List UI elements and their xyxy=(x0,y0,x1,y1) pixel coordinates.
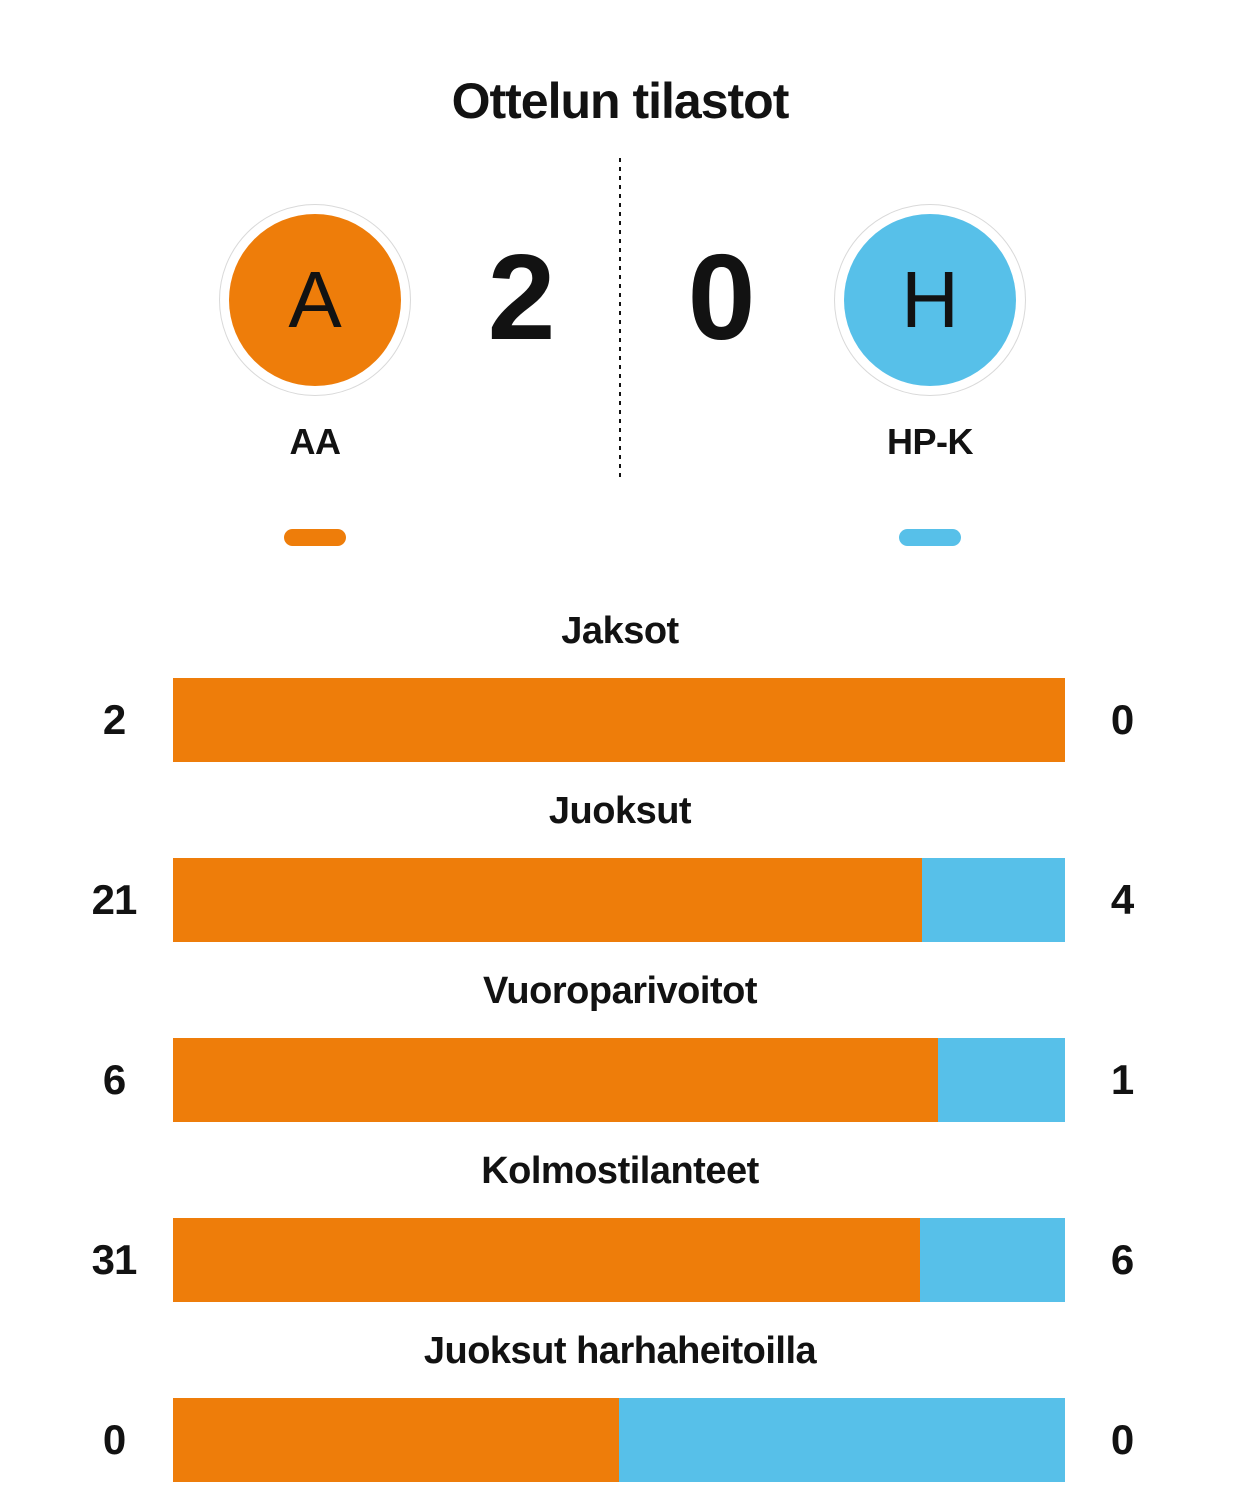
stat-row: Jaksot 2 0 xyxy=(0,600,1240,780)
stat-value-home: 0 xyxy=(102,1416,126,1463)
stat-bar-home-segment xyxy=(173,1398,619,1482)
stat-label: Juoksut harhaheitoilla xyxy=(423,1330,817,1372)
stat-label: Juoksut xyxy=(548,790,692,832)
stat-bar-home-segment xyxy=(173,1218,921,1302)
dotted-divider-line xyxy=(619,158,621,478)
stat-value-away: 0 xyxy=(1110,1416,1134,1463)
team-away-badge: H xyxy=(844,214,1016,386)
team-away: H HP-K xyxy=(834,204,1026,546)
stat-value-away: 0 xyxy=(1110,696,1134,743)
stat-bar xyxy=(173,678,1065,762)
stat-bar-away-segment xyxy=(920,1218,1065,1302)
score-away: 0 xyxy=(687,229,756,365)
stat-value-home: 21 xyxy=(91,876,138,923)
stat-value-home: 2 xyxy=(102,696,126,743)
stats-list: Jaksot 2 0 Juoksut 21 4 Vuoroparivoitot … xyxy=(0,600,1240,1500)
team-home-badge: A xyxy=(229,214,401,386)
team-home-name: AA xyxy=(289,421,342,462)
stat-row: Juoksut 21 4 xyxy=(0,780,1240,960)
stat-bar-away-segment xyxy=(922,858,1065,942)
stat-label: Jaksot xyxy=(561,610,679,652)
stat-value-away: 1 xyxy=(1110,1056,1134,1103)
team-away-name: HP-K xyxy=(887,421,974,462)
stat-bar xyxy=(173,1398,1065,1482)
team-away-initial: H xyxy=(901,255,959,344)
stat-bar xyxy=(173,1218,1065,1302)
team-home-legend-swatch xyxy=(284,529,346,546)
stat-value-away: 4 xyxy=(1110,876,1134,923)
team-home: A AA xyxy=(219,204,411,546)
stat-row: Kolmostilanteet 31 6 xyxy=(0,1140,1240,1320)
stat-label: Vuoroparivoitot xyxy=(483,970,757,1012)
stat-bar-away-segment xyxy=(938,1038,1065,1122)
stat-bar-home-segment xyxy=(173,678,1065,762)
stat-bar xyxy=(173,1038,1065,1122)
stat-value-away: 6 xyxy=(1110,1236,1134,1283)
team-away-badge-ring: H xyxy=(834,204,1026,396)
stat-bar-home-segment xyxy=(173,858,923,942)
team-home-badge-ring: A xyxy=(219,204,411,396)
page-title: Ottelun tilastot xyxy=(451,73,790,129)
stat-bar-away-segment xyxy=(619,1398,1065,1482)
stat-bar xyxy=(173,858,1065,942)
team-away-legend-swatch xyxy=(899,529,961,546)
stat-label: Kolmostilanteet xyxy=(481,1150,759,1192)
stat-row: Juoksut harhaheitoilla 0 0 xyxy=(0,1320,1240,1500)
score-home: 2 xyxy=(487,229,556,365)
stat-bar-home-segment xyxy=(173,1038,938,1122)
stat-value-home: 31 xyxy=(91,1236,138,1283)
stat-value-home: 6 xyxy=(102,1056,126,1103)
team-home-initial: A xyxy=(288,255,342,344)
stat-row: Vuoroparivoitot 6 1 xyxy=(0,960,1240,1140)
